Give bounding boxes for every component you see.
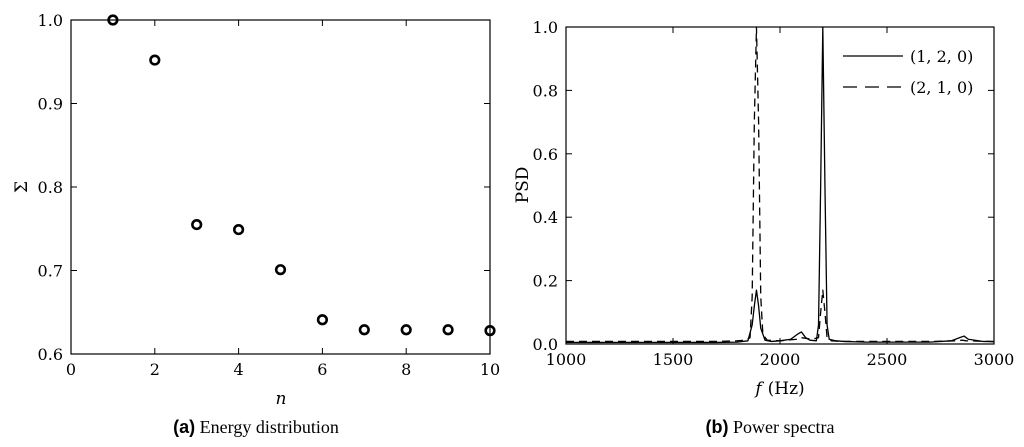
caption-b-label: (b) xyxy=(705,417,729,437)
psd-line-2 xyxy=(566,26,995,343)
data-point xyxy=(484,325,496,337)
y-tick-label-b: 0.2 xyxy=(533,272,558,291)
x-tick-label-a: 6 xyxy=(317,360,327,379)
plot-frame-b xyxy=(565,26,995,345)
x-tick-label-a: 2 xyxy=(150,360,160,379)
x-tick-label-b: 1000 xyxy=(546,350,587,369)
y-tick-label-b: 0.4 xyxy=(533,208,558,227)
scatter-marks-a xyxy=(107,14,496,337)
x-tick-label-b: 2000 xyxy=(760,350,801,369)
x-axis-label-b-symbol: f xyxy=(753,379,764,399)
y-tick-label-b: 0.0 xyxy=(533,335,558,354)
legend-b: (1, 2, 0) (2, 1, 0) xyxy=(843,47,973,97)
legend-label-1: (1, 2, 0) xyxy=(910,47,973,66)
legend-label-2: (2, 1, 0) xyxy=(910,78,973,97)
data-point xyxy=(274,264,287,276)
x-axis-label-b-unit: (Hz) xyxy=(768,379,805,399)
y-tick-label-a: 0.9 xyxy=(38,95,63,114)
y-tick-label-b: 0.6 xyxy=(533,145,558,164)
data-point xyxy=(442,324,454,336)
caption-b: (b) Power spectra xyxy=(706,417,835,438)
y-tick-label-a: 1.0 xyxy=(38,11,63,30)
caption-a: (a) Energy distribution xyxy=(173,417,339,438)
data-point xyxy=(358,324,370,336)
plot-frame-a xyxy=(70,19,491,355)
y-tick-label-a: 0.8 xyxy=(38,178,63,197)
data-point xyxy=(191,218,203,231)
y-tick-label-b: 0.8 xyxy=(533,81,558,100)
data-point xyxy=(107,14,119,26)
x-tick-label-a: 4 xyxy=(234,360,244,379)
y-tick-label-b: 1.0 xyxy=(533,18,558,37)
data-point xyxy=(316,314,329,326)
psd-line-1 xyxy=(566,26,995,344)
axis-ticks-a: 0 2 4 6 8 10 0.6 0.7 0.8 0.9 1.0 xyxy=(38,11,501,379)
data-point xyxy=(400,324,412,336)
y-axis-label-a: Σ xyxy=(12,181,32,193)
data-point xyxy=(233,223,245,236)
panel-power-spectra: 1000 1500 2000 2500 3000 0.0 0.2 0.4 0.6 0.8 1.0 f… xyxy=(513,18,1014,399)
x-axis-label-b: f (Hz) xyxy=(753,379,804,399)
x-tick-label-b: 1500 xyxy=(653,350,694,369)
panel-energy-distribution: 0 2 4 6 8 10 0.6 0.7 0.8 0.9 1.0 n Σ xyxy=(12,11,500,409)
y-axis-label-b: PSD xyxy=(513,167,533,204)
x-axis-label-a: n xyxy=(276,389,287,409)
caption-b-text: Power spectra xyxy=(733,417,835,437)
axis-ticks-b: 1000 1500 2000 2500 3000 0.0 0.2 0.4 0.6 0.8 1.0 xyxy=(533,18,1015,369)
x-tick-label-a: 8 xyxy=(401,360,411,379)
x-tick-label-b: 3000 xyxy=(974,350,1015,369)
psd-lines-b xyxy=(566,26,995,344)
caption-a-label: (a) xyxy=(173,417,196,437)
x-tick-label-a: 10 xyxy=(480,360,500,379)
y-tick-label-a: 0.6 xyxy=(38,345,63,364)
data-point xyxy=(149,54,161,66)
x-tick-label-a: 0 xyxy=(66,360,76,379)
caption-a-text: Energy distribution xyxy=(199,417,339,437)
y-tick-label-a: 0.7 xyxy=(38,262,63,281)
x-tick-label-b: 2500 xyxy=(867,350,908,369)
